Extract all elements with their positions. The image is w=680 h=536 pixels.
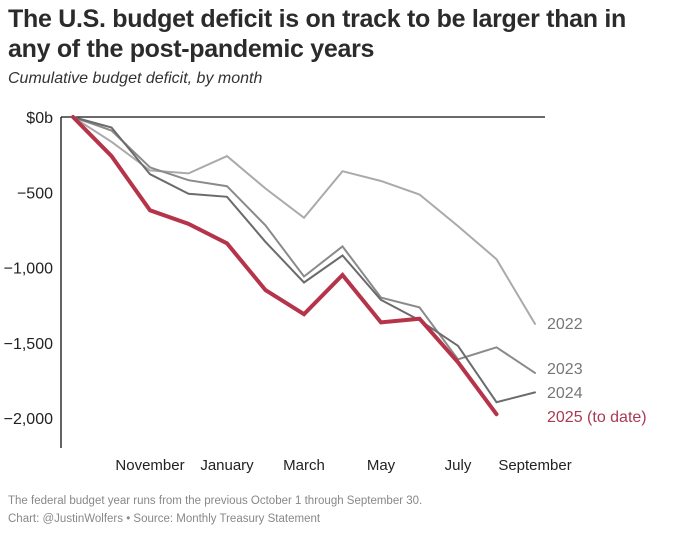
x-tick-label: November	[115, 457, 184, 474]
series-line-2022	[72, 116, 536, 325]
series-line-2025	[71, 115, 499, 417]
series-label-2022: 2022	[547, 316, 583, 333]
x-tick-label: May	[367, 457, 396, 474]
series-lines	[71, 115, 536, 417]
x-tick-label: January	[200, 457, 254, 474]
series-line-2024	[72, 116, 536, 404]
y-tick-labels: $0b −500 −1,000 −1,500 −2,000	[4, 110, 53, 428]
x-tick-label: July	[445, 457, 472, 474]
series-line-2023	[72, 116, 536, 374]
footnote: The federal budget year runs from the pr…	[8, 495, 423, 507]
chart-title: The U.S. budget deficit is on track to b…	[8, 5, 627, 63]
credit-source: Chart: @JustinWolfers • Source: Monthly …	[8, 513, 321, 525]
x-tick-label: March	[283, 457, 325, 474]
x-tick-labels: November January March May July September	[115, 457, 571, 474]
y-tick-label: −1,000	[4, 261, 53, 278]
y-tick-label: $0b	[26, 110, 53, 127]
series-label-2023: 2023	[547, 361, 583, 378]
y-tick-label: −500	[17, 185, 53, 202]
axes	[60, 116, 545, 448]
series-label-2024: 2024	[547, 385, 583, 402]
y-tick-label: −1,500	[4, 336, 53, 353]
chart-subtitle: Cumulative budget deficit, by month	[8, 70, 263, 87]
x-tick-label: September	[498, 457, 571, 474]
series-labels: 2022 2023 2024 2025 (to date)	[547, 316, 647, 426]
series-label-2025: 2025 (to date)	[547, 409, 647, 426]
y-tick-label: −2,000	[4, 411, 53, 428]
